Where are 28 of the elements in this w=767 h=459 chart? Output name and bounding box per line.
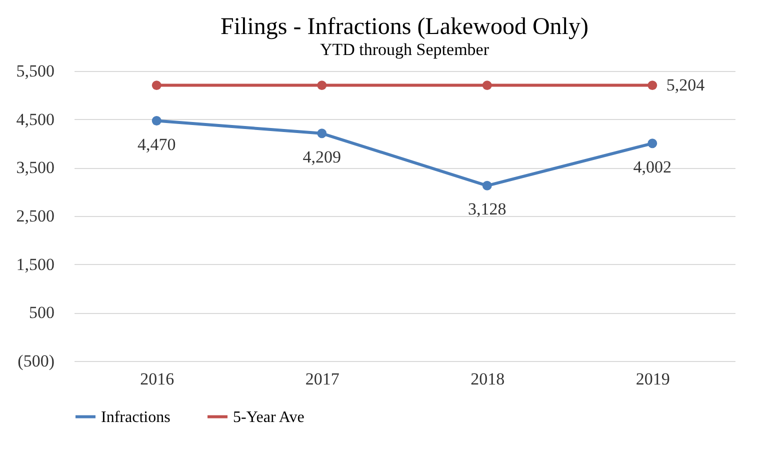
point [317,128,327,138]
data-label: 4,002 [633,157,672,176]
x-tick-label: 2018 [470,370,505,388]
legend-label: Infractions [101,408,170,426]
y-tick-label: 4,500 [16,110,54,129]
point [317,80,327,90]
chart-subtitle: YTD through September [320,40,490,59]
data-label: 3,128 [468,200,506,219]
y-tick-label: (500) [18,352,54,370]
data-label: 4,470 [138,134,176,154]
legend-label: 5-Year Ave [233,408,304,426]
y-tick-label: 5,500 [16,62,54,80]
y-tick-label: 3,500 [16,158,54,178]
point [152,116,162,126]
point [152,80,162,90]
y-tick-label: 2,500 [16,206,54,226]
chart-title: Filings - Infractions (Lakewood Only) [220,14,588,40]
y-tick-label: 1,500 [16,254,54,274]
point [648,138,658,148]
x-tick-label: 2016 [140,370,174,388]
x-tick-label: 2017 [305,370,340,388]
x-tick-label: 2019 [636,370,670,388]
point [482,180,492,190]
point [648,80,658,90]
y-tick-label: 500 [29,303,54,322]
point [482,80,492,90]
data-label: 4,209 [302,147,341,166]
data-label: 5,204 [666,75,706,94]
